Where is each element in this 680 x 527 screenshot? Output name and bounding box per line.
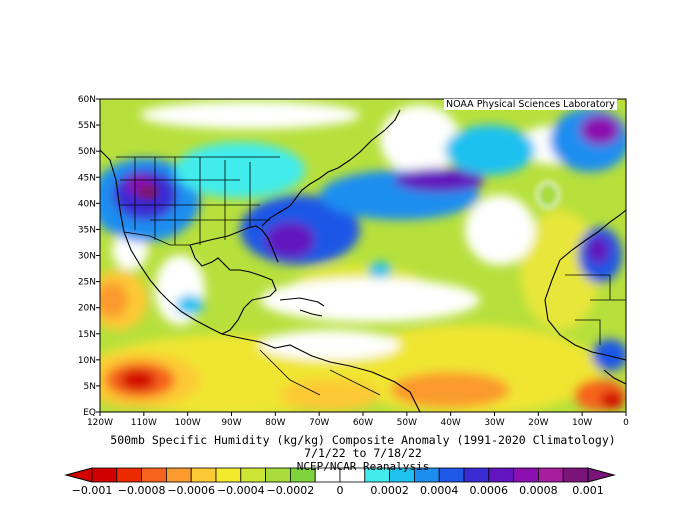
colorbar-label: −0.0004 xyxy=(217,484,265,497)
colorbar-label: 0 xyxy=(337,484,344,497)
colorbar-label: 0.0008 xyxy=(519,484,558,497)
lat-tick-label: 10N xyxy=(78,356,96,366)
lat-tick-label: 35N xyxy=(78,225,96,235)
lon-tick-label: 80W xyxy=(265,418,285,428)
lon-tick-label: 10W xyxy=(572,418,592,428)
colorbar-label: 0.0006 xyxy=(470,484,509,497)
lat-tick-label: 30N xyxy=(78,252,96,262)
lat-tick-label: 55N xyxy=(78,121,96,131)
colorbar-high-arrow xyxy=(587,467,616,483)
lat-tick-label: 45N xyxy=(78,173,96,183)
lat-tick-label: 5N xyxy=(84,382,96,392)
colorbar-low-arrow xyxy=(64,467,93,483)
colorbar-label: 0.0002 xyxy=(370,484,409,497)
colorbar-label: −0.0002 xyxy=(267,484,315,497)
lat-tick-label: 25N xyxy=(78,278,96,288)
lon-tick-label: 20W xyxy=(528,418,548,428)
lat-tick-label: 60N xyxy=(78,95,96,105)
colorbar-label: 0.0004 xyxy=(420,484,459,497)
colorbar: −0.001 −0.0008 −0.0006 −0.0004 −0.0002 0 0.000… xyxy=(64,467,616,497)
lat-tick-label: 20N xyxy=(78,304,96,314)
lon-tick-label: 0 xyxy=(623,418,629,428)
map-title: 500mb Specific Humidity (kg/kg) Composit… xyxy=(110,433,616,447)
lon-tick-label: 90W xyxy=(221,418,241,428)
colorbar-label: −0.0006 xyxy=(167,484,215,497)
date-range: 7/1/22 to 7/18/22 xyxy=(304,446,422,460)
coastlines xyxy=(100,109,626,412)
credit-label: NOAA Physical Sciences Laboratory xyxy=(444,99,617,110)
lon-tick-label: 50W xyxy=(397,418,417,428)
lat-tick-label: 40N xyxy=(78,199,96,209)
lat-tick-label: 15N xyxy=(78,330,96,340)
lon-tick-label: 30W xyxy=(484,418,504,428)
lat-tick-label: 50N xyxy=(78,147,96,157)
lon-tick-label: 70W xyxy=(309,418,329,428)
colorbar-label: 0.001 xyxy=(572,484,604,497)
latitude-axis: EQ 5N 10N 15N 20N 25N 30N 35N 40N 45N 50N 55N 60N xyxy=(78,95,100,418)
lon-tick-label: 60W xyxy=(353,418,373,428)
lat-tick-label: EQ xyxy=(83,408,96,418)
colorbar-label: −0.0008 xyxy=(118,484,166,497)
borders xyxy=(116,156,626,396)
source-label: NCEP/NCAR Reanalysis xyxy=(296,460,430,473)
lon-tick-label: 40W xyxy=(440,418,460,428)
lon-tick-label: 100W xyxy=(175,418,201,428)
lon-tick-label: 110W xyxy=(131,418,157,428)
longitude-axis: 120W 110W 100W 90W 80W 70W 60W 50W 40W 30W 20W 10W 0 xyxy=(87,412,629,428)
lon-tick-label: 120W xyxy=(87,418,113,428)
colorbar-label: −0.001 xyxy=(72,484,113,497)
